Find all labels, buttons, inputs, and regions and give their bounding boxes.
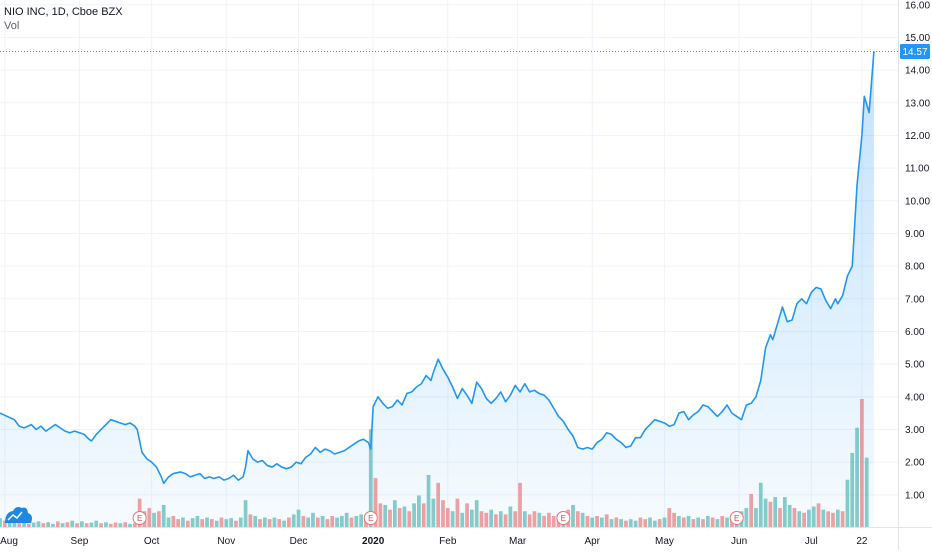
price-line-layer <box>0 50 898 485</box>
y-tick-label: 4.00 <box>905 392 925 403</box>
x-tick-label: Aug <box>0 536 18 547</box>
tradingview-logo[interactable] <box>5 507 32 523</box>
earnings-marker[interactable]: E <box>363 511 378 525</box>
y-tick-label: 11.00 <box>905 164 930 175</box>
earnings-marker-circle[interactable] <box>729 511 744 525</box>
symbol-label[interactable]: NIO INC, 1D, Cboe BZX <box>4 6 123 18</box>
earnings-marker[interactable]: E <box>132 511 147 525</box>
x-tick-label: Feb <box>439 536 457 547</box>
y-tick-label: 16.00 <box>905 0 930 11</box>
y-tick-label: 1.00 <box>905 490 925 501</box>
y-tick-label: 12.00 <box>905 131 930 142</box>
x-tick-label: Apr <box>584 536 600 547</box>
y-tick-label: 9.00 <box>905 229 925 240</box>
y-tick-label: 10.00 <box>905 196 930 207</box>
earnings-marker-label: E <box>561 514 566 523</box>
x-tick-label: May <box>655 536 674 547</box>
x-tick-label: Jun <box>731 536 747 547</box>
tradingview-logo-icon[interactable] <box>5 507 32 523</box>
x-tick-label: Oct <box>144 536 160 547</box>
x-tick-label: Nov <box>217 536 235 547</box>
earnings-marker-circle[interactable] <box>363 511 378 525</box>
earnings-marker-label: E <box>137 514 142 523</box>
x-tick-label: Jul <box>805 536 818 547</box>
y-tick-label: 5.00 <box>905 360 925 371</box>
last-price-badge: 14.57 <box>900 43 930 59</box>
y-tick-label: 2.00 <box>905 458 925 469</box>
y-tick-label: 3.00 <box>905 425 925 436</box>
earnings-marker-circle[interactable] <box>556 511 571 525</box>
x-tick-label: Sep <box>71 536 89 547</box>
x-tick-label: 2020 <box>362 536 385 547</box>
earnings-marker-label: E <box>734 514 739 523</box>
y-tick-label: 6.00 <box>905 327 925 338</box>
y-tick-label: 13.00 <box>905 98 930 109</box>
price-area-fill <box>0 51 874 527</box>
earnings-marker[interactable]: E <box>729 511 744 525</box>
y-tick-label: 8.00 <box>905 262 925 273</box>
price-line[interactable] <box>0 51 875 485</box>
last-price-badge-bg <box>900 43 930 59</box>
last-price-value: 14.57 <box>902 47 927 58</box>
y-tick-label: 14.00 <box>905 66 930 77</box>
x-tick-label: Dec <box>290 536 308 547</box>
tradingview-logo-mark <box>7 511 23 521</box>
y-tick-label: 7.00 <box>905 294 925 305</box>
chart-legend: NIO INC, 1D, Cboe BZX Vol <box>4 5 123 33</box>
earnings-marker[interactable]: E <box>556 511 571 525</box>
price-area <box>0 51 874 527</box>
y-tick-label: 15.00 <box>905 33 930 44</box>
x-tick-label: 22 <box>856 536 868 547</box>
earnings-marker-circle[interactable] <box>132 511 147 525</box>
volume-label[interactable]: Vol <box>4 20 20 32</box>
earnings-marker-label: E <box>368 514 373 523</box>
x-tick-label: Mar <box>509 536 527 547</box>
